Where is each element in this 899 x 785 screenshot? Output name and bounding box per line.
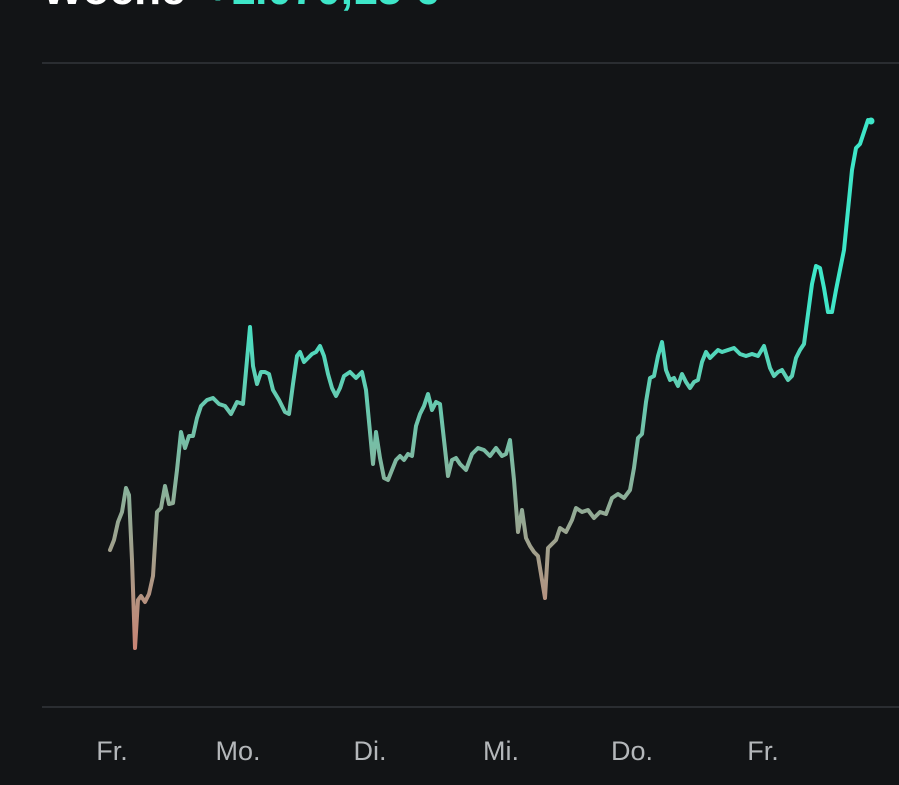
x-tick-label: Di.: [354, 736, 387, 766]
x-tick-label: Do.: [611, 736, 653, 766]
price-line: [108, 118, 873, 650]
x-tick-label: Fr.: [747, 736, 779, 766]
x-tick-label: Mo.: [215, 736, 260, 766]
x-tick-label: Fr.: [96, 736, 128, 766]
period-label: Woche: [42, 0, 185, 14]
change-label: +1.070,15 €: [205, 0, 439, 14]
x-tick-label: Mi.: [483, 736, 519, 766]
end-point: [867, 117, 875, 125]
